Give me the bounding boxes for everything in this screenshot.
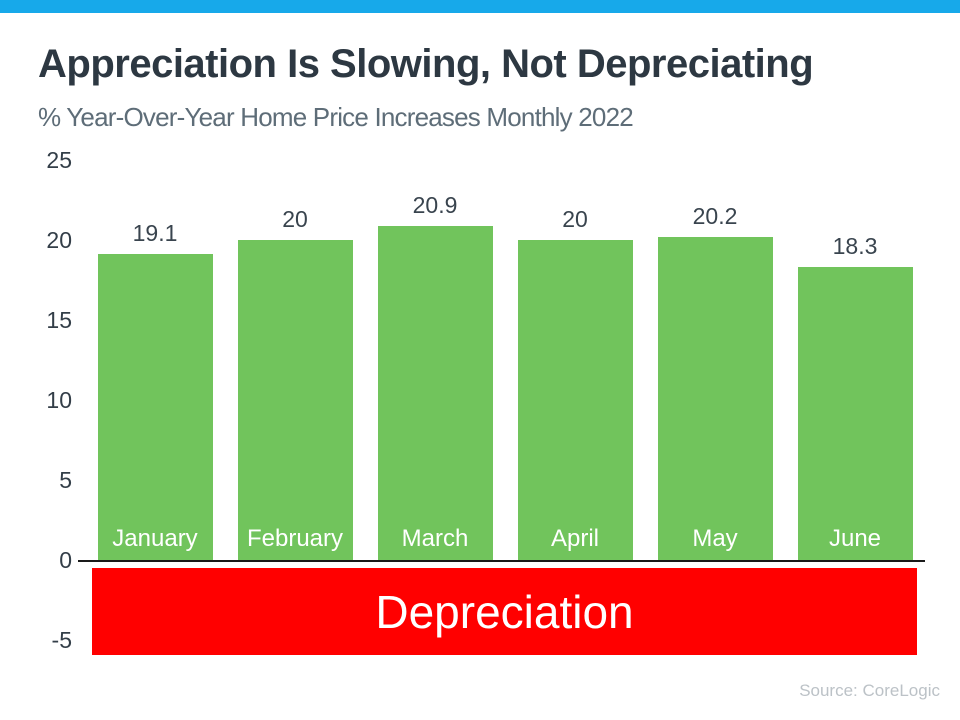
- bar: June: [797, 267, 913, 560]
- bar-month-label: January: [112, 524, 198, 552]
- y-axis-tick-label: 15: [46, 307, 72, 333]
- bar: March: [377, 225, 493, 560]
- bar-value-label: 20: [562, 206, 588, 232]
- bar-month-label: April: [550, 525, 599, 552]
- bar: April: [517, 240, 633, 560]
- y-axis-tick-label: 0: [59, 547, 72, 573]
- bar: May: [657, 236, 773, 560]
- bar-month-label: February: [246, 525, 344, 552]
- y-axis-tick-label: 20: [46, 227, 72, 253]
- bar-month-label: May: [692, 524, 738, 552]
- y-axis-tick-label: 10: [46, 387, 72, 413]
- depreciation-band: Depreciation: [92, 568, 917, 655]
- depreciation-band-label: Depreciation: [375, 585, 634, 638]
- bar: February: [237, 240, 353, 560]
- chart-subtitle: % Year-Over-Year Home Price Increases Mo…: [38, 102, 634, 132]
- x-axis-baseline: [78, 560, 925, 562]
- bar-month-label: March: [401, 524, 469, 552]
- bar: January: [97, 254, 213, 560]
- bar-month-label: June: [828, 524, 882, 552]
- bar-value-label: 19.1: [132, 220, 178, 247]
- top-accent-bar: [0, 0, 960, 13]
- bar-value-label: 18.3: [832, 233, 878, 260]
- bar-value-label: 20: [282, 206, 308, 232]
- y-axis-tick-label: 5: [59, 467, 72, 493]
- bar-value-label: 20.9: [412, 191, 458, 218]
- source-note: Source: CoreLogic: [799, 681, 940, 700]
- chart-title: Appreciation Is Slowing, Not Depreciatin…: [38, 42, 814, 86]
- bar-value-label: 20.2: [692, 202, 738, 229]
- y-axis-tick-label: 25: [46, 147, 72, 173]
- y-axis-tick-label: -5: [51, 627, 72, 653]
